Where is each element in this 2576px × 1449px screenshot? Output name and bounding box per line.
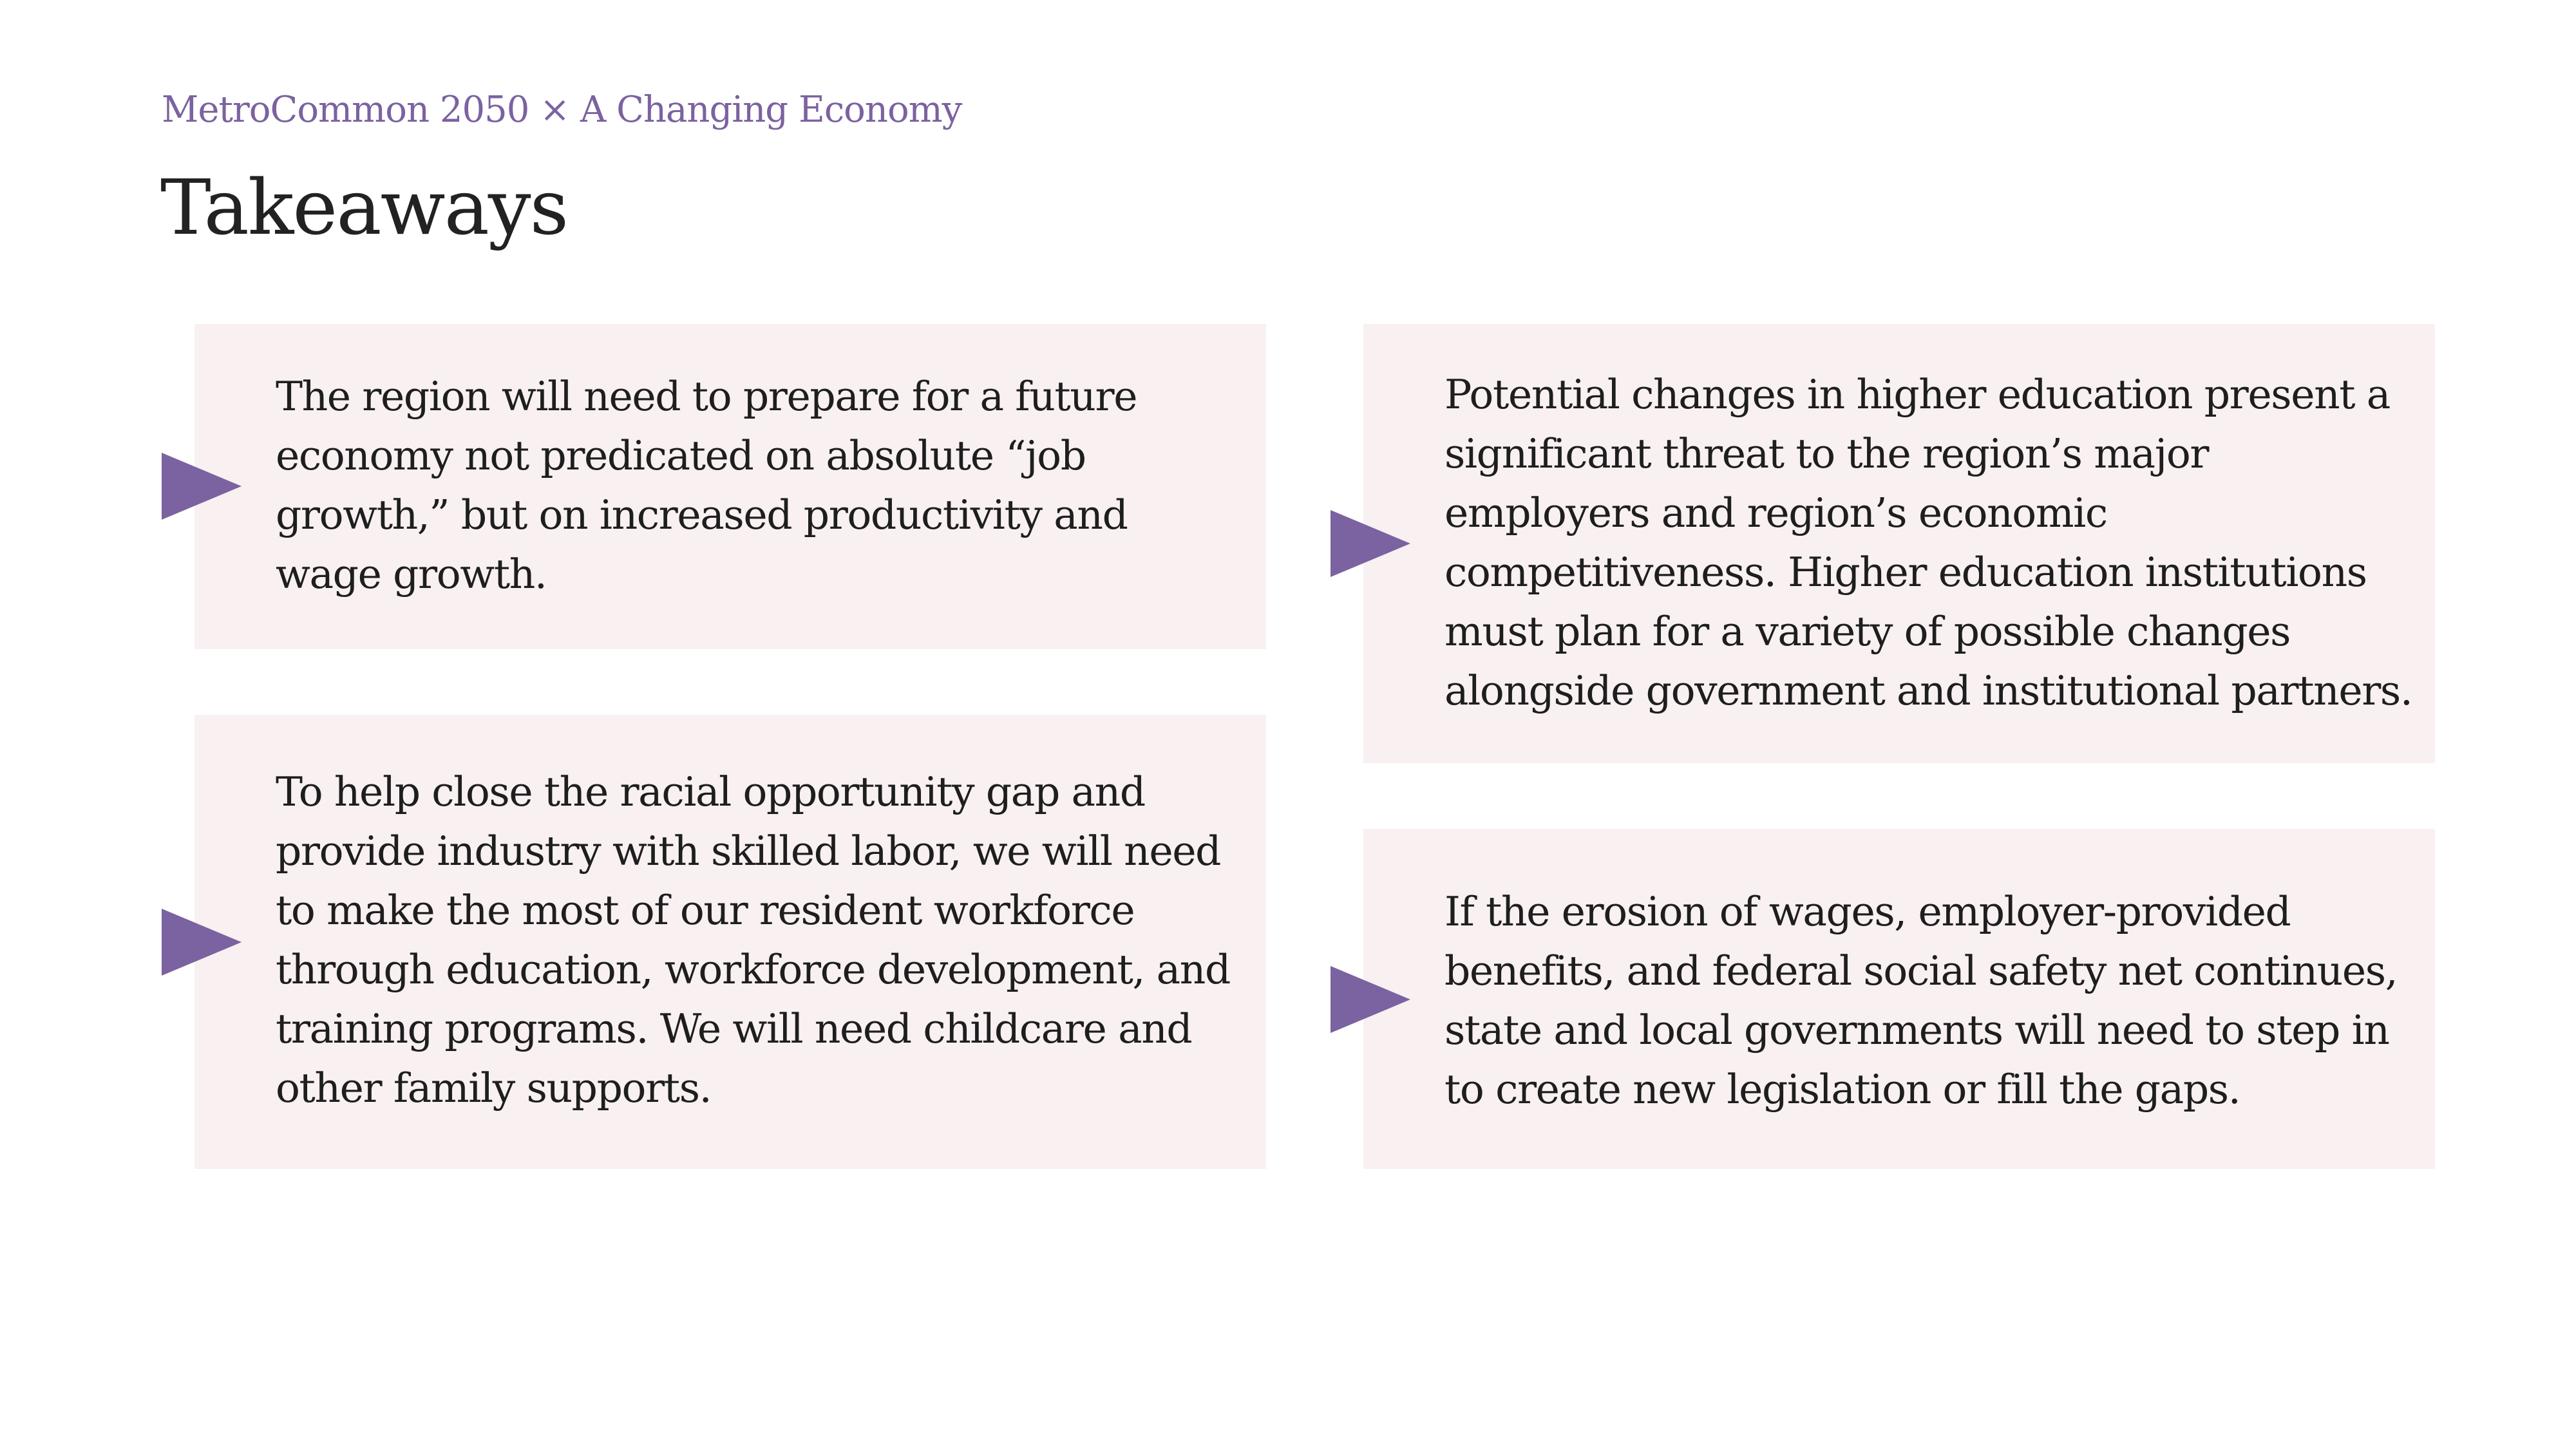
- takeaway-text-3: Potential changes in higher education pr…: [1444, 371, 2413, 714]
- deck-subtitle: MetroCommon 2050 × A Changing Economy: [162, 89, 962, 131]
- triangle-arrow-icon: [1331, 510, 1410, 577]
- triangle-arrow-icon: [1331, 966, 1410, 1033]
- slide-title: Takeaways: [160, 163, 569, 252]
- takeaway-text-1: The region will need to prepare for a fu…: [276, 373, 1137, 598]
- takeaway-text-2: To help close the racial opportunity gap…: [276, 768, 1231, 1112]
- triangle-arrow-icon: [162, 453, 242, 520]
- takeaway-card-1: [194, 324, 1266, 649]
- takeaway-text-4: If the erosion of wages, employer-provid…: [1444, 888, 2398, 1113]
- takeaway-card-3: [1363, 324, 2435, 763]
- takeaway-card-2: [194, 715, 1266, 1169]
- triangle-arrow-icon: [162, 909, 242, 976]
- takeaway-card-4: [1363, 829, 2435, 1169]
